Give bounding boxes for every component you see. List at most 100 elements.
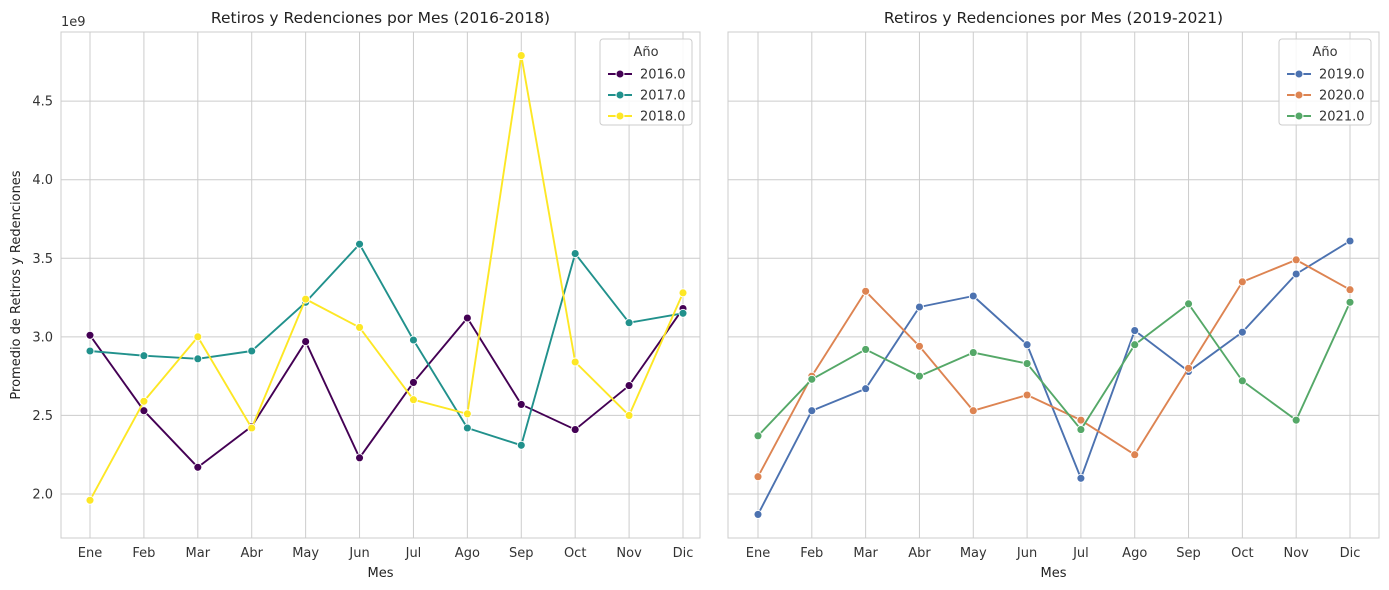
- x-tick-label: May: [292, 546, 319, 561]
- data-point: [301, 294, 311, 304]
- x-tick-label: Sep: [1176, 546, 1201, 561]
- data-point: [753, 431, 763, 441]
- series-2018.0: [85, 51, 688, 505]
- data-point: [462, 313, 472, 323]
- data-point: [1076, 473, 1086, 483]
- x-tick-label: Ago: [455, 546, 480, 561]
- legend-marker: [615, 111, 625, 121]
- y-tick-label: 2.0: [32, 488, 53, 503]
- data-point: [139, 351, 149, 361]
- left-chart-panel: Ene Feb Mar Abr May Jun Jul Ago Sep Oct Nov Dic 2.0 2…: [9, 9, 701, 581]
- data-point: [624, 381, 634, 391]
- data-point: [355, 453, 364, 463]
- data-point: [1291, 255, 1301, 265]
- data-point: [753, 509, 763, 519]
- y-tick-label: 3.0: [32, 330, 53, 345]
- data-point: [85, 495, 95, 505]
- y-axis-label: Promedio de Retiros y Redenciones: [9, 170, 24, 399]
- y-tick-label: 3.5: [32, 252, 53, 267]
- x-tick-label: Abr: [908, 546, 931, 561]
- data-point: [1130, 450, 1140, 460]
- series-2016.0: [85, 304, 688, 472]
- data-point: [915, 371, 924, 381]
- legend-marker: [1294, 90, 1304, 100]
- legend: Año 2019.0 2020.0 2021.0: [1278, 38, 1372, 126]
- series-2017.0: [85, 239, 688, 450]
- data-point: [516, 440, 526, 450]
- x-tick-label: Feb: [800, 546, 823, 561]
- data-point: [516, 399, 526, 409]
- data-point: [968, 406, 978, 416]
- data-point: [1022, 359, 1032, 369]
- series-2020.0: [753, 255, 1355, 482]
- x-tick-label: May: [960, 546, 987, 561]
- data-point: [355, 322, 364, 332]
- legend-entry-label: 2019.0: [1319, 68, 1365, 83]
- x-tick-label: Jun: [348, 546, 369, 561]
- data-point: [968, 348, 978, 358]
- x-axis-label: Mes: [1041, 566, 1067, 581]
- data-point: [1130, 326, 1140, 336]
- x-tick-label: Dic: [673, 546, 694, 561]
- x-tick-label: Nov: [616, 546, 642, 561]
- data-point: [1076, 425, 1086, 435]
- x-tick-label: Jun: [1016, 546, 1037, 561]
- data-point: [247, 346, 257, 356]
- series-line: [89, 308, 684, 469]
- data-point: [915, 341, 924, 351]
- legend-entry-label: 2017.0: [640, 89, 686, 104]
- x-tick-label: Ene: [78, 546, 102, 561]
- data-point: [409, 377, 418, 387]
- data-point: [861, 344, 871, 354]
- series-line: [89, 54, 684, 501]
- x-tick-label: Nov: [1283, 546, 1309, 561]
- data-point: [1184, 299, 1193, 309]
- data-point: [462, 423, 472, 433]
- legend-title: Año: [633, 45, 658, 60]
- data-point: [1022, 340, 1032, 350]
- legend-box: [1278, 38, 1372, 126]
- x-tick-label: Mar: [186, 546, 211, 561]
- data-point: [85, 346, 95, 356]
- legend-entry-label: 2018.0: [640, 110, 686, 125]
- data-point: [753, 472, 763, 482]
- chart-title: Retiros y Redenciones por Mes (2016-2018…: [211, 9, 550, 27]
- data-point: [409, 335, 418, 345]
- data-point: [1345, 236, 1355, 246]
- x-tick-label: Sep: [509, 546, 534, 561]
- x-tick-label: Dic: [1340, 546, 1361, 561]
- x-tick-label: Abr: [240, 546, 263, 561]
- data-point: [355, 239, 364, 249]
- right-chart-panel: Ene Feb Mar Abr May Jun Jul Ago Sep Oct Nov Dic Reti…: [727, 9, 1380, 581]
- series-line: [757, 301, 1351, 437]
- legend-marker: [615, 69, 625, 79]
- data-point: [193, 354, 203, 364]
- y-tick-label: 4.5: [32, 95, 53, 110]
- data-point: [570, 249, 580, 259]
- data-point: [570, 425, 580, 435]
- data-point: [462, 409, 472, 419]
- data-point: [247, 423, 257, 433]
- legend-box: [599, 38, 693, 126]
- data-point: [1076, 415, 1086, 425]
- data-point: [1345, 285, 1355, 295]
- y-offset-label: 1e9: [61, 15, 86, 30]
- legend-entry-label: 2016.0: [640, 68, 686, 83]
- legend-marker: [1294, 111, 1304, 121]
- series-line: [757, 240, 1351, 515]
- data-point: [861, 286, 871, 296]
- data-point: [624, 318, 634, 328]
- data-point: [624, 410, 634, 420]
- data-point: [968, 291, 978, 301]
- plot-frame: [727, 31, 1380, 539]
- data-point: [807, 374, 817, 384]
- x-tick-label: Oct: [564, 546, 586, 561]
- data-point: [193, 332, 203, 342]
- data-point: [409, 395, 418, 405]
- data-point: [139, 406, 149, 416]
- data-point: [1237, 327, 1247, 337]
- data-point: [1291, 269, 1301, 279]
- data-point: [301, 337, 311, 347]
- series-2021.0: [753, 297, 1355, 441]
